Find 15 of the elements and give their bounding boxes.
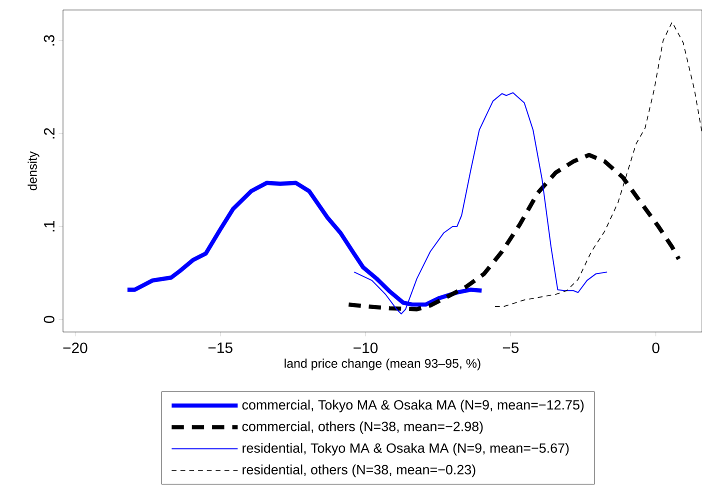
x-tick-label: −10	[354, 342, 378, 354]
x-axis-title: land price change (mean 93–95, %)	[284, 358, 480, 370]
legend-label: commercial, others (N=38, mean=−2.98)	[242, 421, 483, 434]
x-tick-label: −15	[208, 342, 232, 354]
x-tick-label: 0	[652, 342, 660, 354]
y-axis-title: density	[28, 151, 40, 190]
x-tick-label: −20	[63, 342, 88, 354]
y-tick-label: .2	[44, 128, 54, 138]
y-tick-label: 0	[44, 316, 54, 324]
legend-label: residential, Tokyo MA & Osaka MA (N=9, mean=−5.67)	[242, 442, 569, 456]
y-tick-label: .1	[44, 221, 54, 232]
y-tick-label: .3	[44, 35, 54, 46]
legend-label: commercial, Tokyo MA & Osaka MA (N=9, mean=−12.75)	[242, 400, 584, 412]
legend-label: residential, others (N=38, mean=−0.23)	[242, 464, 476, 478]
x-tick-label: −5	[502, 342, 519, 354]
